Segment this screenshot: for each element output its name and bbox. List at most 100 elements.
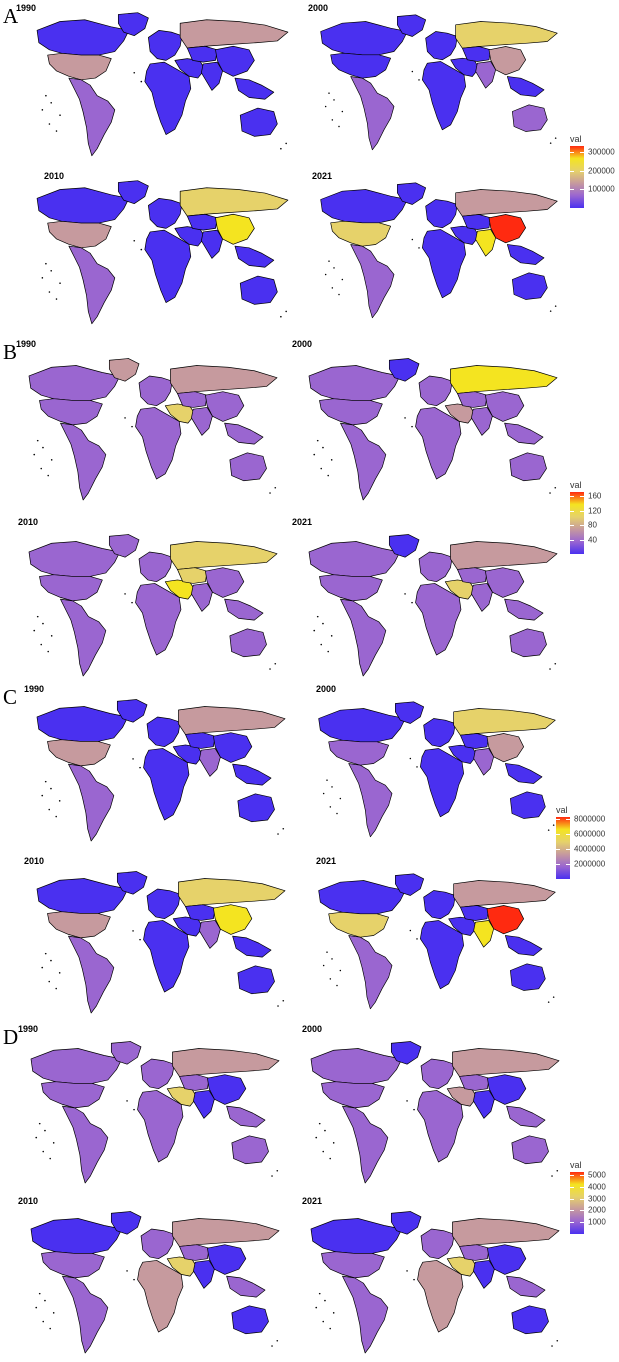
island-marker	[416, 938, 418, 940]
island-marker	[50, 459, 53, 461]
region-ru	[170, 541, 278, 570]
region-au	[511, 1135, 549, 1165]
region-usa	[319, 398, 383, 426]
island-marker	[52, 1312, 55, 1314]
island-marker	[47, 474, 49, 477]
island-marker	[140, 80, 143, 83]
legend-tick-mark	[566, 833, 570, 835]
region-na	[28, 365, 121, 401]
island-marker	[277, 1005, 279, 1007]
island-marker	[45, 262, 47, 265]
legend-tick-label: 160	[588, 491, 602, 501]
legend-tick-mark	[580, 189, 584, 191]
region-ca	[462, 46, 491, 62]
region-in	[475, 61, 496, 89]
island-marker	[554, 305, 557, 307]
legend-tick-mark	[570, 525, 574, 527]
island-marker	[276, 1339, 279, 1342]
region-in	[473, 748, 494, 776]
island-marker	[549, 142, 552, 144]
island-marker	[132, 930, 134, 932]
region-na	[320, 21, 408, 56]
region-usa	[39, 398, 103, 426]
region-cn	[488, 214, 527, 244]
island-marker	[416, 766, 418, 768]
island-marker	[42, 1320, 44, 1323]
legend-title: val	[570, 1160, 582, 1170]
region-me	[444, 579, 476, 600]
island-marker	[329, 978, 332, 980]
region-eu	[148, 197, 183, 229]
region-au	[229, 628, 267, 658]
island-marker	[140, 248, 143, 251]
island-marker	[552, 824, 555, 826]
region-la	[342, 1105, 389, 1184]
region-gl	[110, 1041, 142, 1065]
region-gl	[117, 12, 149, 37]
island-marker	[50, 101, 52, 104]
panel-letter: D	[3, 1025, 19, 1049]
island-marker	[413, 1108, 415, 1111]
legend-tick-mark	[570, 1198, 574, 1200]
region-na	[28, 541, 121, 577]
island-marker	[49, 1157, 51, 1160]
legend-tick-mark	[570, 1186, 574, 1188]
legend-color-bar	[570, 492, 584, 554]
island-marker	[271, 1175, 273, 1177]
region-na	[36, 706, 129, 742]
region-in	[471, 407, 493, 436]
region-au	[239, 275, 278, 305]
region-sea	[224, 422, 264, 445]
island-marker	[271, 1345, 273, 1347]
panel-d: D 1990 2000 2010 2021 val 5000 4000 3000 20…	[0, 1025, 619, 1362]
island-marker	[315, 1136, 318, 1139]
island-marker	[316, 615, 319, 618]
region-la	[348, 935, 393, 1010]
map-year-label: 2021	[292, 517, 313, 527]
region-au	[509, 452, 547, 482]
legend-tick-label: 5000	[588, 1170, 606, 1180]
island-marker	[35, 1306, 38, 1309]
region-gl	[117, 180, 149, 205]
island-marker	[48, 123, 51, 125]
region-cn	[488, 46, 527, 76]
island-marker	[318, 1122, 321, 1125]
region-na	[320, 189, 408, 224]
island-marker	[326, 951, 328, 953]
legend-tick-label: 100000	[588, 184, 615, 194]
legend-tick-label: 2000000	[574, 859, 606, 869]
region-af	[144, 229, 192, 303]
island-marker	[132, 758, 134, 760]
island-marker	[55, 298, 58, 300]
region-la	[340, 598, 387, 677]
legend-tick-label: 1000	[588, 1217, 606, 1227]
island-marker	[336, 812, 338, 815]
island-marker	[322, 622, 324, 625]
region-ca	[457, 567, 488, 584]
legend-tick-mark	[580, 1186, 584, 1188]
panel-letter: A	[3, 4, 19, 28]
region-af	[420, 748, 464, 818]
island-marker	[322, 1150, 324, 1153]
map-year-label: 2000	[302, 1024, 323, 1034]
legend-tick-mark	[566, 863, 570, 865]
legend-tick-label: 8000000	[574, 814, 606, 824]
legend-tick-mark	[566, 848, 570, 850]
island-marker	[329, 806, 332, 808]
region-cn	[213, 904, 253, 935]
legend-tick-mark	[580, 1175, 584, 1177]
region-af	[417, 1260, 464, 1333]
region-au	[239, 107, 278, 137]
world-map	[308, 358, 558, 501]
region-af	[422, 61, 466, 131]
island-marker	[547, 1001, 550, 1003]
region-in	[191, 583, 213, 612]
region-usa	[39, 574, 103, 602]
region-cn	[487, 1244, 527, 1275]
region-gl	[108, 358, 140, 382]
island-marker	[418, 247, 420, 249]
island-marker	[52, 1142, 55, 1144]
legend-tick-mark	[570, 170, 574, 172]
island-marker	[327, 650, 329, 653]
island-marker	[42, 622, 44, 625]
